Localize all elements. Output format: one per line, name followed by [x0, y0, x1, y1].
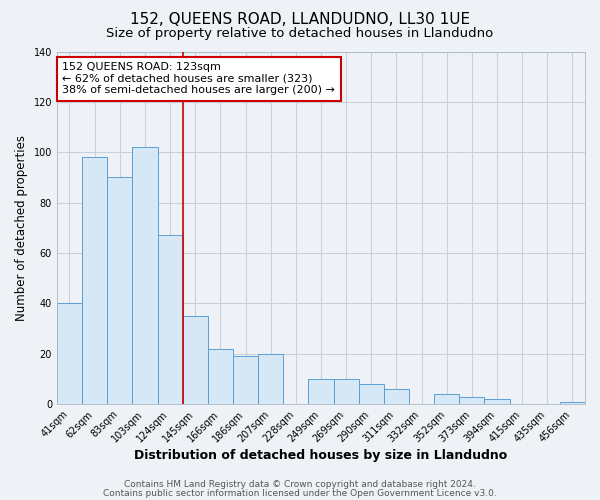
Bar: [560, 402, 585, 404]
Text: 152, QUEENS ROAD, LLANDUDNO, LL30 1UE: 152, QUEENS ROAD, LLANDUDNO, LL30 1UE: [130, 12, 470, 28]
Bar: [359, 384, 384, 404]
Bar: [82, 158, 107, 404]
X-axis label: Distribution of detached houses by size in Llandudno: Distribution of detached houses by size …: [134, 450, 508, 462]
Text: 152 QUEENS ROAD: 123sqm
← 62% of detached houses are smaller (323)
38% of semi-d: 152 QUEENS ROAD: 123sqm ← 62% of detache…: [62, 62, 335, 96]
Bar: [208, 349, 233, 404]
Bar: [133, 147, 158, 404]
Text: Contains HM Land Registry data © Crown copyright and database right 2024.: Contains HM Land Registry data © Crown c…: [124, 480, 476, 489]
Bar: [107, 178, 133, 404]
Bar: [182, 316, 208, 404]
Y-axis label: Number of detached properties: Number of detached properties: [15, 135, 28, 321]
Text: Size of property relative to detached houses in Llandudno: Size of property relative to detached ho…: [106, 28, 494, 40]
Bar: [57, 304, 82, 404]
Bar: [258, 354, 283, 404]
Bar: [308, 379, 334, 404]
Text: Contains public sector information licensed under the Open Government Licence v3: Contains public sector information licen…: [103, 489, 497, 498]
Bar: [434, 394, 459, 404]
Bar: [158, 236, 182, 404]
Bar: [334, 379, 359, 404]
Bar: [233, 356, 258, 404]
Bar: [484, 399, 509, 404]
Bar: [459, 396, 484, 404]
Bar: [384, 389, 409, 404]
